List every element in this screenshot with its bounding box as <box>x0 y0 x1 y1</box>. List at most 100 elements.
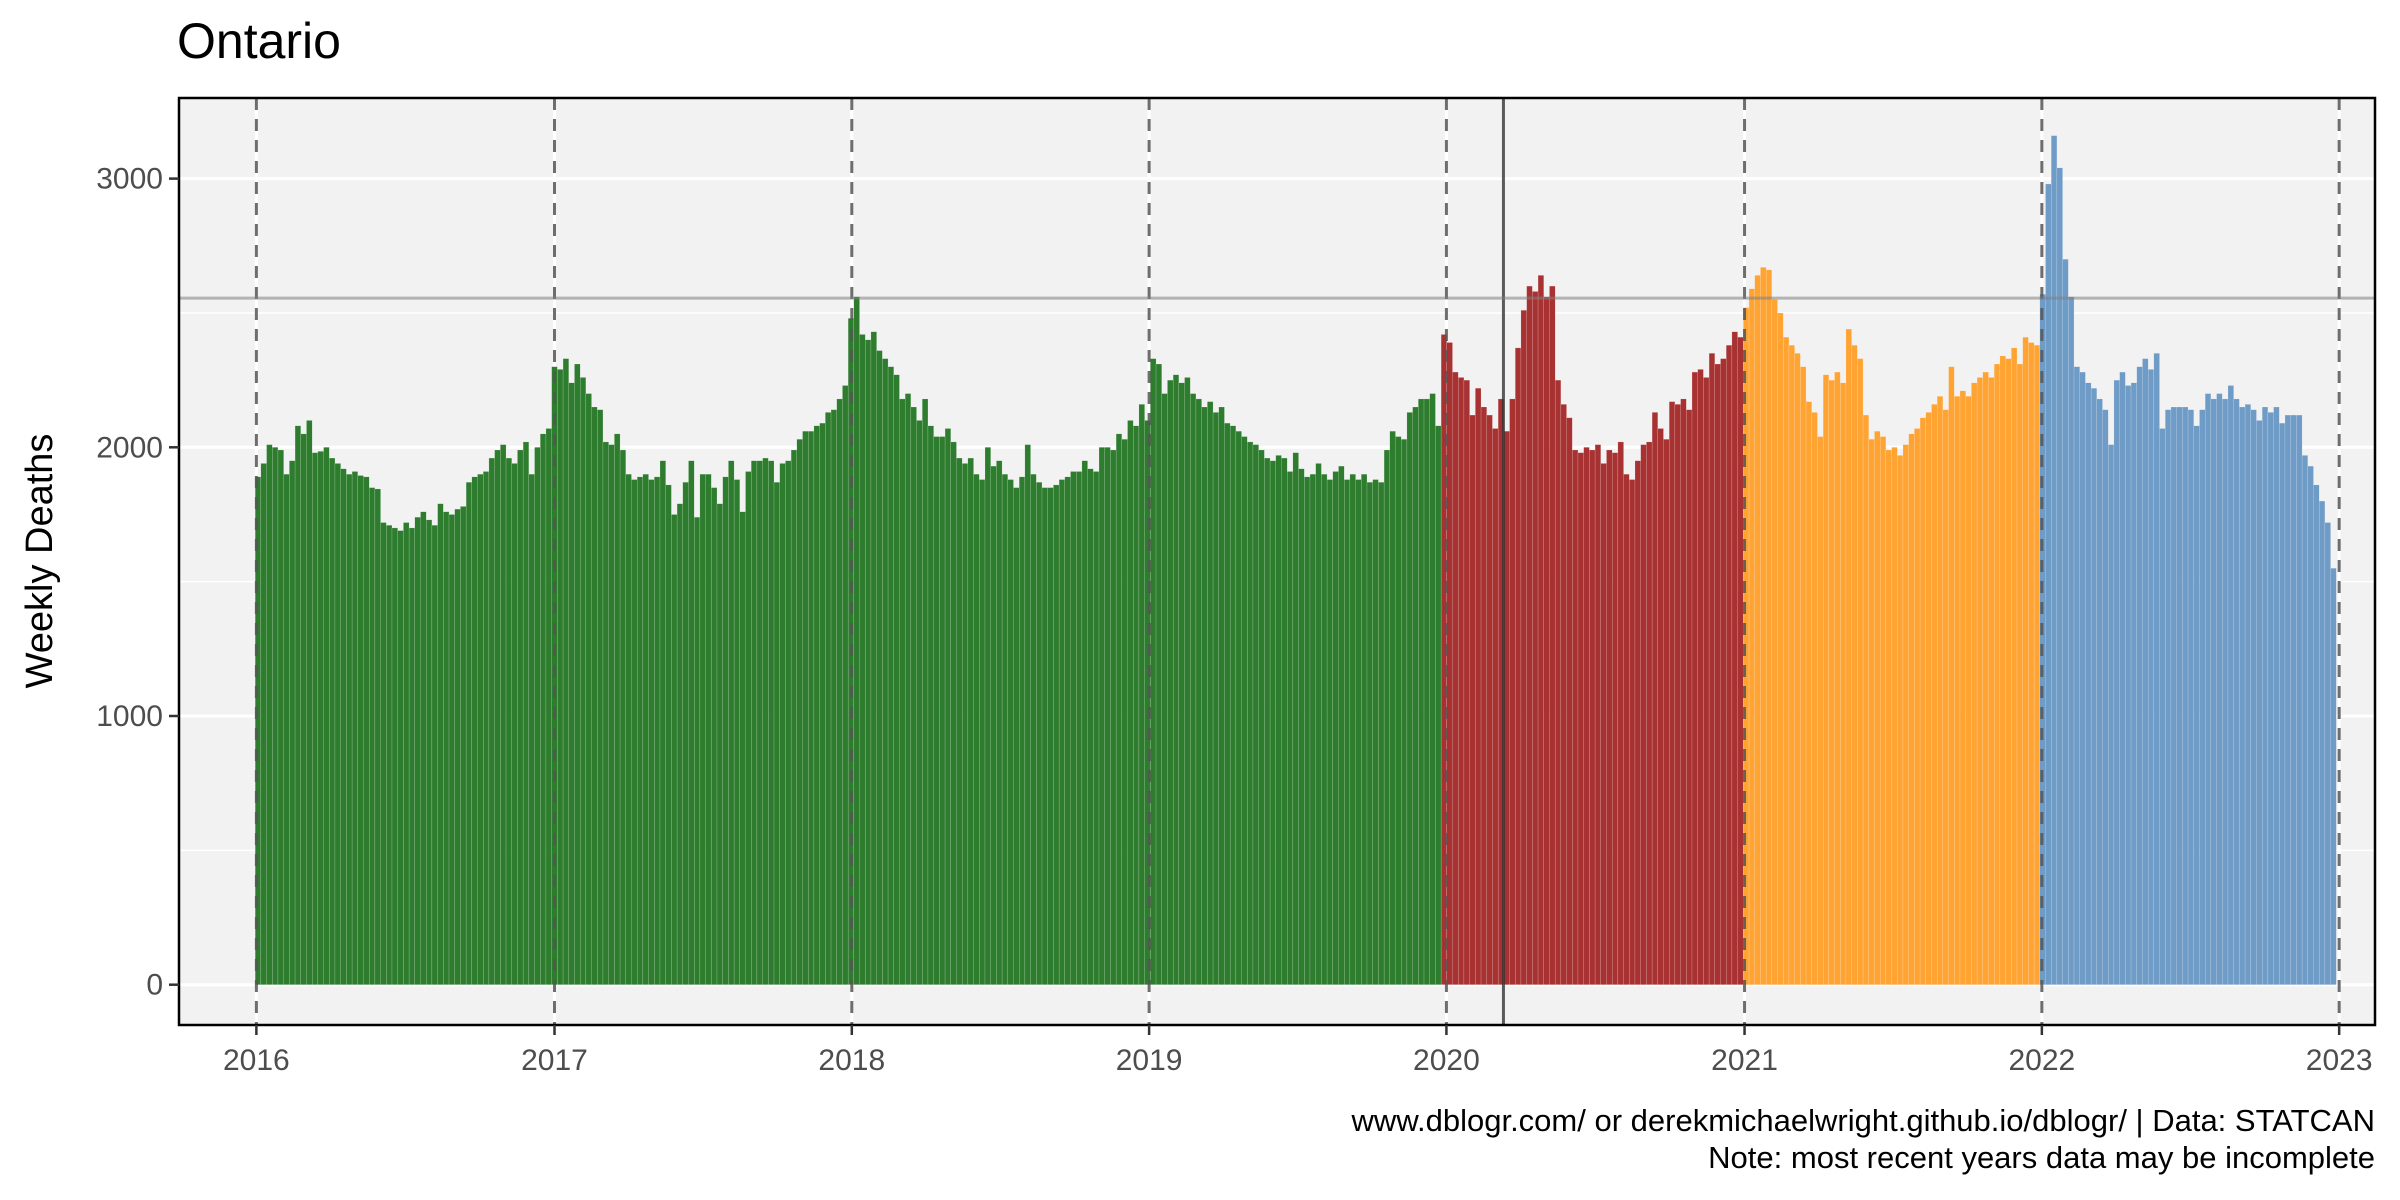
bar <box>1526 285 1533 985</box>
bar <box>1976 377 1983 985</box>
bar <box>1874 431 1881 985</box>
bar <box>289 460 296 985</box>
bar <box>1247 441 1254 985</box>
bar <box>2239 406 2246 985</box>
bar <box>933 436 940 985</box>
bar <box>1161 393 1168 985</box>
bar <box>306 420 313 985</box>
bar <box>2068 296 2075 985</box>
bar <box>1155 363 1162 985</box>
bar <box>1480 406 1487 985</box>
bar <box>568 382 575 985</box>
bar <box>2233 398 2240 985</box>
bar <box>1041 487 1048 985</box>
bar <box>540 433 547 985</box>
bar <box>1378 482 1385 985</box>
bar <box>1332 471 1339 985</box>
bar <box>1509 398 1516 985</box>
bar <box>1007 479 1014 985</box>
bar <box>443 511 450 985</box>
bar <box>534 447 541 985</box>
bar <box>1931 404 1938 985</box>
bar <box>865 339 872 985</box>
bar <box>517 449 524 985</box>
bar <box>2056 167 2063 985</box>
bar <box>2290 414 2297 985</box>
bar <box>2250 409 2257 985</box>
bar <box>648 479 655 985</box>
bar <box>1258 449 1265 985</box>
bar <box>562 358 569 985</box>
bar <box>751 460 758 985</box>
bar <box>1036 482 1043 985</box>
bar <box>2096 398 2103 985</box>
bar <box>739 511 746 985</box>
bar <box>369 487 376 985</box>
bar <box>1794 353 1801 985</box>
bar <box>916 420 923 985</box>
bar <box>294 425 301 985</box>
bar <box>2085 382 2092 985</box>
bar <box>2033 345 2040 985</box>
bar <box>688 460 695 985</box>
bar <box>859 334 866 985</box>
bar <box>682 482 689 985</box>
bar <box>391 527 398 985</box>
bar <box>2296 414 2303 985</box>
bar <box>2227 385 2234 985</box>
bar <box>1418 398 1425 985</box>
bar <box>1703 377 1710 985</box>
bar <box>1304 476 1311 985</box>
y-axis: 0 1000 2000 3000 <box>96 163 179 1002</box>
caption-note: Note: most recent years data may be inco… <box>1708 1140 2375 1175</box>
bar <box>346 473 353 985</box>
bar <box>756 460 763 985</box>
bar <box>1138 404 1145 985</box>
bar <box>1925 412 1932 985</box>
bar <box>1868 439 1875 985</box>
bar <box>494 449 501 985</box>
bar <box>1076 471 1083 985</box>
bar <box>2136 366 2143 985</box>
bar <box>2022 336 2029 985</box>
bar <box>1492 428 1499 985</box>
bar <box>1298 468 1305 985</box>
bar <box>1064 476 1071 985</box>
bar <box>2330 568 2337 985</box>
bar <box>773 482 780 985</box>
x-tick-label: 2022 <box>2008 1044 2075 1077</box>
bar <box>500 444 507 985</box>
bar <box>1201 406 1208 985</box>
bar <box>1606 449 1613 985</box>
bar <box>1532 291 1539 985</box>
bar <box>1115 433 1123 985</box>
bar <box>1577 452 1584 985</box>
bar <box>1879 436 1887 985</box>
bar <box>882 358 889 985</box>
bar <box>1372 479 1379 985</box>
bar <box>2102 409 2109 985</box>
bar <box>1971 382 1978 985</box>
bar <box>1184 377 1191 985</box>
bar <box>477 473 484 985</box>
bar <box>1463 379 1470 985</box>
x-axis: 2016 2017 2018 2019 2020 2021 2022 2023 <box>223 1025 2373 1077</box>
bar <box>631 479 638 985</box>
y-tick-label: 2000 <box>96 431 163 464</box>
bar <box>996 460 1003 985</box>
bar <box>956 457 963 985</box>
bar <box>1190 393 1197 985</box>
bar <box>323 447 330 985</box>
bar <box>796 439 803 985</box>
bar <box>950 441 957 985</box>
bar <box>1287 471 1294 985</box>
bar <box>557 369 564 985</box>
x-tick-label: 2016 <box>223 1044 290 1077</box>
bar <box>2193 425 2200 985</box>
bar <box>1862 414 1869 985</box>
bar <box>2187 409 2194 985</box>
bar <box>1349 473 1356 985</box>
bar <box>2244 404 2251 985</box>
y-axis-title: Weekly Deaths <box>19 434 61 689</box>
bar <box>471 476 478 985</box>
